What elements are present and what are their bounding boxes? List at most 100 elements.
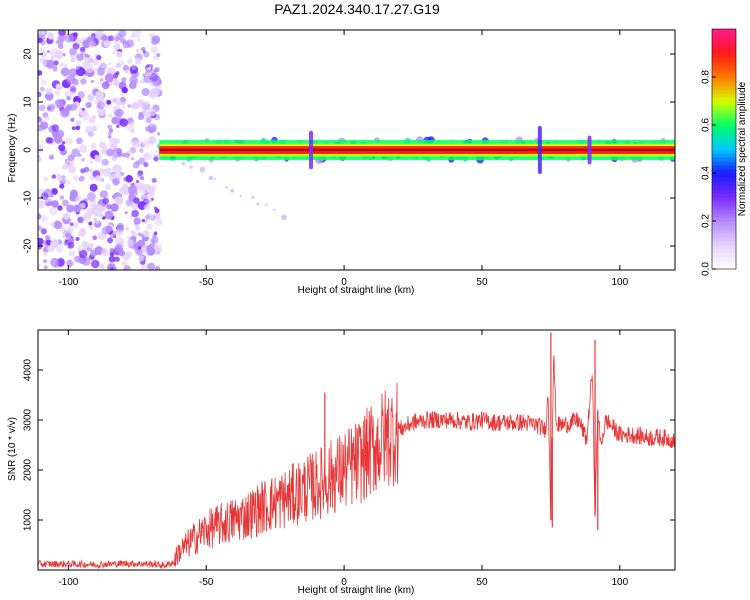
noise-blob: [84, 53, 88, 58]
noise-blob: [66, 204, 75, 213]
spectrogram-ylabel: Frequency (Hz): [7, 114, 18, 183]
noise-blob: [151, 239, 156, 244]
noise-blob: [122, 64, 130, 72]
noise-blob: [133, 197, 140, 204]
noise-blob: [147, 262, 155, 270]
noise-blob: [142, 139, 151, 148]
noise-blob: [130, 157, 135, 161]
colorbar-step: [712, 33, 736, 38]
noise-blob: [153, 206, 158, 210]
noise-blob: [141, 263, 149, 270]
noise-blob: [115, 33, 124, 41]
colorbar-step: [712, 245, 736, 250]
noise-blob: [69, 103, 78, 111]
colorbar-gradient: 0.0 0.2 0.4 0.6 0.8: [701, 28, 737, 276]
noise-blob: [106, 204, 112, 210]
colorbar-step: [712, 69, 736, 74]
noise-blob: [90, 142, 97, 150]
y-tick-label: 4000: [23, 358, 34, 381]
noise-blob: [83, 74, 88, 79]
noise-blob: [45, 116, 50, 121]
noise-blob: [38, 104, 46, 112]
noise-blob: [91, 259, 100, 269]
colorbar-frame: [711, 28, 737, 270]
noise-blob: [45, 235, 50, 241]
noise-blob: [130, 32, 136, 38]
noise-blob: [89, 160, 93, 164]
noise-blob: [40, 31, 45, 35]
noise-blob: [38, 213, 42, 220]
noise-blob: [51, 124, 59, 132]
noise-blob: [108, 137, 117, 146]
noise-blob: [93, 30, 104, 39]
noise-blob: [213, 177, 216, 181]
noise-blob: [130, 103, 137, 110]
noise-blob: [94, 175, 102, 182]
snr-ylabel: SNR (10 * v/v): [7, 417, 18, 481]
colorbar-step: [712, 181, 736, 186]
noise-blob: [46, 49, 51, 54]
noise-blob: [68, 68, 78, 78]
noise-blob: [116, 51, 123, 58]
colorbar-step: [712, 157, 736, 162]
noise-blob: [92, 235, 98, 241]
noise-blob: [43, 252, 47, 256]
noise-blob: [99, 141, 104, 146]
noise-blob: [125, 226, 130, 231]
noise-blob: [119, 118, 128, 127]
noise-blob: [97, 107, 106, 116]
noise-blob: [75, 197, 80, 203]
colorbar-step: [712, 129, 736, 134]
colorbar-step: [712, 73, 736, 78]
noise-blob: [122, 105, 125, 109]
noise-blob: [45, 87, 53, 95]
noise-blob: [113, 110, 122, 118]
noise-blob: [73, 204, 82, 213]
colorbar-step: [712, 37, 736, 42]
noise-blob: [93, 218, 97, 221]
noise-blob: [208, 175, 214, 181]
noise-blob: [65, 232, 71, 238]
colorbar-step: [712, 165, 736, 170]
noise-blob: [273, 208, 276, 211]
colorbar-step: [712, 85, 736, 90]
noise-blob: [49, 48, 59, 57]
noise-blob: [155, 218, 163, 226]
noise-blob: [107, 124, 113, 130]
noise-blob: [87, 192, 96, 201]
noise-blob: [145, 117, 152, 124]
noise-blob: [99, 77, 104, 82]
noise-blob: [181, 161, 186, 166]
colorbar-tick-label: 0.6: [701, 118, 712, 132]
noise-blob: [146, 223, 153, 230]
colorbar-step: [712, 177, 736, 182]
noise-blob: [97, 101, 105, 110]
noise-blob: [199, 166, 206, 173]
noise-blob: [153, 212, 161, 220]
noise-blob: [62, 53, 66, 57]
y-tick-label: -20: [23, 238, 34, 253]
noise-blob: [153, 231, 158, 235]
noise-blob: [153, 55, 158, 61]
noise-blob: [153, 156, 159, 162]
noise-blob: [108, 62, 112, 66]
noise-blob: [132, 140, 141, 149]
noise-blob: [124, 152, 130, 158]
noise-blob: [101, 81, 110, 90]
noise-blob: [40, 192, 49, 200]
colorbar-step: [712, 133, 736, 138]
noise-blob: [57, 35, 66, 43]
noise-blob: [38, 117, 43, 123]
noise-blob: [53, 60, 59, 66]
noise-blob: [128, 185, 138, 195]
noise-blob: [125, 69, 129, 74]
noise-blob: [109, 267, 114, 270]
noise-blob: [157, 132, 161, 136]
colorbar-step: [712, 105, 736, 110]
noise-blob: [111, 116, 119, 125]
noise-blob: [111, 195, 116, 199]
snr-content: [38, 332, 675, 570]
snr-xlabel: Height of straight line (km): [298, 585, 415, 596]
noise-blob: [132, 232, 138, 237]
noise-blob: [89, 225, 94, 230]
